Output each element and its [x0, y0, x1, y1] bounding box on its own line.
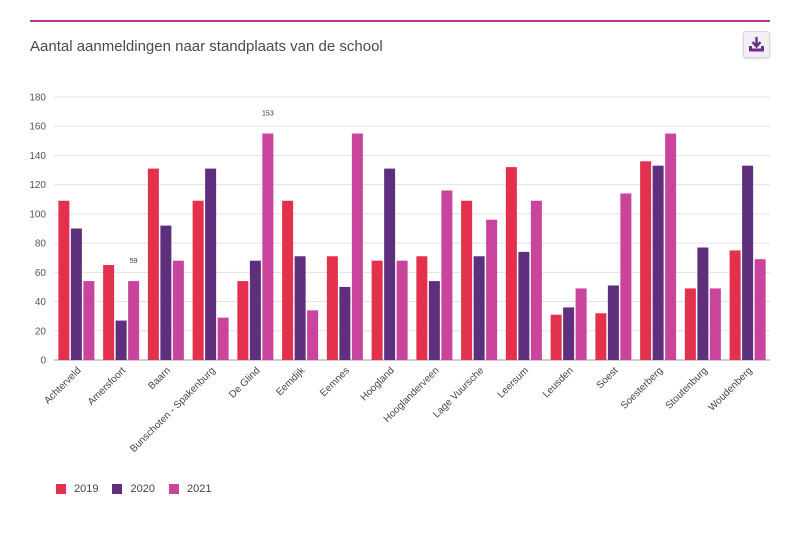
bar-2021[interactable] [351, 133, 363, 360]
bar-2021[interactable] [665, 133, 677, 360]
y-tick-label: 20 [35, 326, 47, 337]
bar-2020[interactable] [205, 168, 217, 360]
bar-2021[interactable] [709, 288, 721, 360]
bar-2019[interactable] [505, 167, 517, 360]
legend-item-2021[interactable]: 2021 [168, 483, 212, 495]
bar-2021[interactable] [307, 310, 319, 360]
y-tick-label: 100 [29, 209, 46, 220]
bar-2019[interactable] [461, 200, 473, 360]
bar-2020[interactable] [70, 228, 82, 361]
bar-2020[interactable] [294, 256, 306, 360]
bar-2021[interactable] [575, 288, 587, 360]
legend-swatch [56, 484, 66, 494]
bar-2021[interactable] [620, 193, 632, 360]
x-tick-label: Baarn [146, 365, 173, 392]
y-tick-label: 120 [29, 180, 46, 191]
bar-2019[interactable] [326, 256, 338, 360]
bar-2019[interactable] [371, 260, 383, 360]
bar-2020[interactable] [249, 260, 261, 360]
y-tick-label: 180 [29, 93, 46, 104]
bar-2019[interactable] [192, 200, 204, 360]
bar-2021[interactable] [754, 259, 766, 360]
legend-swatch [168, 484, 179, 494]
bar-2021[interactable] [396, 260, 408, 360]
x-tick-label: Leersum [496, 365, 531, 400]
bar-2020[interactable] [742, 165, 754, 360]
bar-2021[interactable] [441, 190, 453, 360]
bar-2020[interactable] [518, 251, 530, 360]
legend-swatch [112, 484, 123, 494]
bar-2020[interactable] [115, 320, 127, 360]
legend-label: 2019 [74, 483, 99, 495]
x-tick-label: Soest [595, 365, 621, 391]
legend-item-2019[interactable]: 2019 [56, 483, 98, 495]
x-tick-label: Eemnes [318, 365, 352, 399]
data-labels: 59 153 [130, 111, 274, 266]
x-tick-label: Soesterberg [619, 365, 665, 411]
bar-2019[interactable] [58, 200, 70, 360]
bar-2020[interactable] [473, 256, 485, 360]
y-tick-label: 40 [35, 297, 47, 308]
bar-2020[interactable] [563, 307, 575, 360]
bar-2020[interactable] [697, 247, 709, 360]
bar-2021[interactable] [128, 281, 140, 360]
x-tick-label: Amersfoort [86, 365, 129, 408]
bars [58, 133, 766, 361]
bar-2020[interactable] [607, 285, 619, 360]
header-rule [30, 20, 770, 22]
bar-2019[interactable] [595, 313, 607, 360]
legend: 2019 2020 2021 [56, 483, 211, 495]
bar-2021[interactable] [172, 260, 184, 360]
download-button[interactable] [743, 31, 770, 58]
y-tick-label: 80 [35, 239, 47, 250]
x-tick-label: De Glind [227, 365, 262, 400]
x-tick-label: Leusden [541, 365, 576, 400]
bar-2021[interactable] [530, 200, 542, 360]
bar-2020[interactable] [339, 286, 351, 360]
bar-2021[interactable] [217, 317, 229, 360]
y-tick-label: 160 [29, 122, 46, 133]
bar-2019[interactable] [729, 250, 741, 360]
y-tick-label: 140 [29, 151, 46, 162]
bar-2019[interactable] [147, 168, 159, 360]
download-tray-icon [749, 37, 764, 52]
chart-title: Aantal aanmeldingen naar standplaats van… [30, 38, 383, 55]
x-tick-label: Achterveld [42, 365, 83, 406]
x-tick-label: Bunschoten - Spakenburg [128, 365, 218, 455]
y-tick-label: 0 [40, 356, 46, 367]
bar-2019[interactable] [684, 288, 696, 360]
bar-2020[interactable] [384, 168, 396, 360]
bar-2019[interactable] [416, 256, 428, 360]
legend-label: 2020 [130, 483, 155, 495]
x-tick-label: Woudenberg [707, 365, 755, 413]
bar-2021[interactable] [83, 281, 95, 360]
bar-2021[interactable] [262, 133, 274, 360]
bar-2021[interactable] [486, 219, 498, 360]
y-tick-label: 60 [35, 268, 47, 279]
data-label: 59 [130, 258, 138, 265]
legend-item-2020[interactable]: 2020 [112, 483, 155, 495]
x-tick-label: Stoutenburg [664, 365, 710, 411]
bar-2019[interactable] [550, 314, 562, 360]
bar-2019[interactable] [103, 265, 115, 360]
legend-label: 2021 [186, 483, 212, 495]
y-axis-ticks: 0 20 40 60 80 100 120 140 160 180 [29, 93, 46, 367]
bar-2020[interactable] [652, 165, 664, 360]
bar-2019[interactable] [640, 161, 652, 360]
bar-2019[interactable] [282, 200, 294, 360]
data-label: 153 [262, 111, 274, 118]
bar-chart: 0 20 40 60 80 100 120 140 160 180 59 153 Achtervel… [29, 93, 770, 455]
x-tick-label: Hoogland [359, 365, 397, 403]
bar-2019[interactable] [237, 281, 249, 360]
x-tick-label: Eemdijk [274, 365, 308, 399]
bar-2020[interactable] [160, 225, 172, 360]
bar-2020[interactable] [428, 281, 440, 360]
